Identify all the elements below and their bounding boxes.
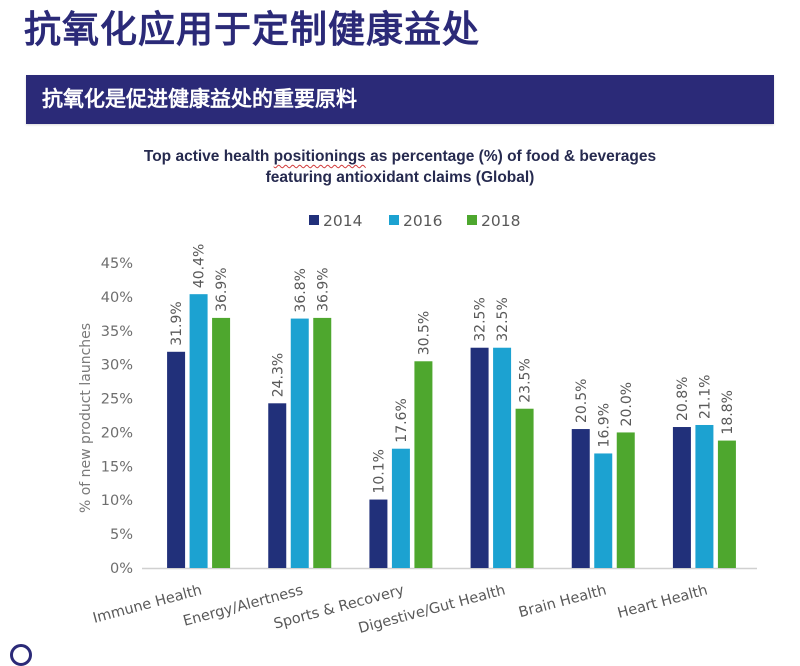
bar-2018 bbox=[212, 317, 231, 568]
y-axis: 0% 5% 10% 15% 20% 25% 30% 35% 40% 45% bbox=[101, 256, 133, 577]
bar-2014 bbox=[369, 499, 388, 568]
bar-value-label: 21.1% bbox=[697, 375, 713, 419]
bar-2014 bbox=[167, 351, 186, 568]
y-tick-label: 35% bbox=[101, 324, 133, 340]
y-tick-label: 20% bbox=[101, 425, 133, 441]
bar-value-label: 10.1% bbox=[371, 449, 387, 493]
bar-2016 bbox=[391, 448, 410, 568]
bars bbox=[167, 294, 736, 568]
x-tick-label: Brain Health bbox=[517, 582, 608, 621]
bar-2016 bbox=[695, 424, 714, 568]
bar-2016 bbox=[290, 318, 309, 568]
bar-2018 bbox=[616, 432, 635, 568]
bar-value-label: 24.3% bbox=[270, 353, 286, 397]
spellcheck-flagged-word: positionings bbox=[273, 148, 366, 165]
bar-group bbox=[268, 317, 332, 568]
bar-value-label: 31.9% bbox=[169, 301, 185, 345]
bar-value-label: 36.8% bbox=[293, 268, 309, 312]
bar-2014 bbox=[470, 347, 489, 568]
bar-value-label: 20.5% bbox=[574, 379, 590, 423]
y-tick-label: 40% bbox=[101, 290, 133, 306]
bar-value-label: 20.8% bbox=[675, 377, 691, 421]
y-tick-label: 0% bbox=[110, 561, 133, 577]
bar-value-label: 40.4% bbox=[192, 244, 208, 288]
bar-value-label: 32.5% bbox=[473, 297, 489, 341]
bar-value-label: 16.9% bbox=[596, 403, 612, 447]
legend-item: 2016 bbox=[389, 212, 442, 230]
bar-2016 bbox=[594, 453, 613, 568]
bar-2018 bbox=[515, 408, 534, 568]
bar-value-label: 30.5% bbox=[416, 311, 432, 355]
bar-value-label: 36.9% bbox=[214, 267, 230, 311]
bar-2014 bbox=[672, 427, 691, 568]
y-tick-label: 45% bbox=[101, 256, 133, 272]
bar-2014 bbox=[571, 429, 590, 568]
bar-value-labels: 31.9% 40.4% 36.9% 24.3% 36.8% 36.9% 10.1% 17.6%… bbox=[169, 244, 736, 494]
bar-value-label: 36.9% bbox=[315, 267, 331, 311]
legend-swatch bbox=[309, 215, 319, 225]
page-title: 抗氧化应用于定制健康益处 bbox=[24, 8, 480, 51]
bar-2014 bbox=[268, 403, 287, 568]
legend-label: 2014 bbox=[323, 212, 362, 230]
banner-heading: 抗氧化是促进健康益处的重要原料 bbox=[42, 87, 357, 111]
chart-title-part: Top active health bbox=[143, 148, 274, 165]
section-banner: 抗氧化是促进健康益处的重要原料 bbox=[26, 75, 774, 124]
chart-title-part: as percentage (%) of food & beverages bbox=[365, 148, 657, 165]
chart-title-line-1: Top active health positionings as percen… bbox=[0, 146, 800, 167]
bar-2018 bbox=[313, 317, 332, 568]
bar-value-label: 23.5% bbox=[518, 358, 534, 402]
bar-group bbox=[167, 294, 231, 568]
bar-group bbox=[369, 361, 433, 568]
bar-chart: 2014 2016 2018 0% 5% 10% 15% 20% 25% 30% 35% 40% 45… bbox=[78, 212, 757, 637]
bar-group bbox=[470, 347, 534, 568]
y-tick-label: 25% bbox=[101, 392, 133, 408]
x-tick-label: Heart Health bbox=[616, 582, 710, 621]
bar-2016 bbox=[189, 294, 208, 568]
bar-value-label: 17.6% bbox=[394, 398, 410, 442]
bar-2016 bbox=[493, 347, 512, 568]
legend-label: 2016 bbox=[403, 212, 442, 230]
bar-value-label: 20.0% bbox=[619, 382, 635, 426]
bar-value-label: 32.5% bbox=[495, 297, 511, 341]
legend-swatch bbox=[389, 215, 399, 225]
bar-group bbox=[672, 424, 736, 568]
bar-value-label: 18.8% bbox=[720, 390, 736, 434]
legend-item: 2014 bbox=[309, 212, 362, 230]
legend-label: 2018 bbox=[481, 212, 520, 230]
chart-title-line-2: featuring antioxidant claims (Global) bbox=[265, 169, 535, 186]
y-axis-label: % of new product launches bbox=[78, 323, 94, 513]
y-tick-label: 30% bbox=[101, 358, 133, 374]
y-tick-label: 5% bbox=[110, 527, 133, 543]
chart-title: Top active health positionings as percen… bbox=[0, 146, 800, 188]
bar-2018 bbox=[414, 361, 433, 568]
chart-legend: 2014 2016 2018 bbox=[309, 212, 520, 230]
y-tick-label: 15% bbox=[101, 459, 133, 475]
legend-item: 2018 bbox=[467, 212, 520, 230]
bar-group bbox=[571, 429, 635, 568]
y-tick-label: 10% bbox=[101, 493, 133, 509]
bar-2018 bbox=[717, 440, 736, 568]
legend-swatch bbox=[467, 215, 477, 225]
logo-fragment-icon bbox=[10, 644, 32, 666]
